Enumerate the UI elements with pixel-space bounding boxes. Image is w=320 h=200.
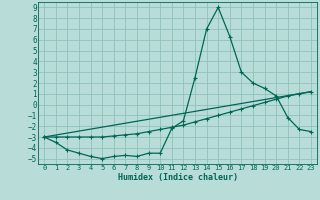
X-axis label: Humidex (Indice chaleur): Humidex (Indice chaleur): [118, 173, 238, 182]
